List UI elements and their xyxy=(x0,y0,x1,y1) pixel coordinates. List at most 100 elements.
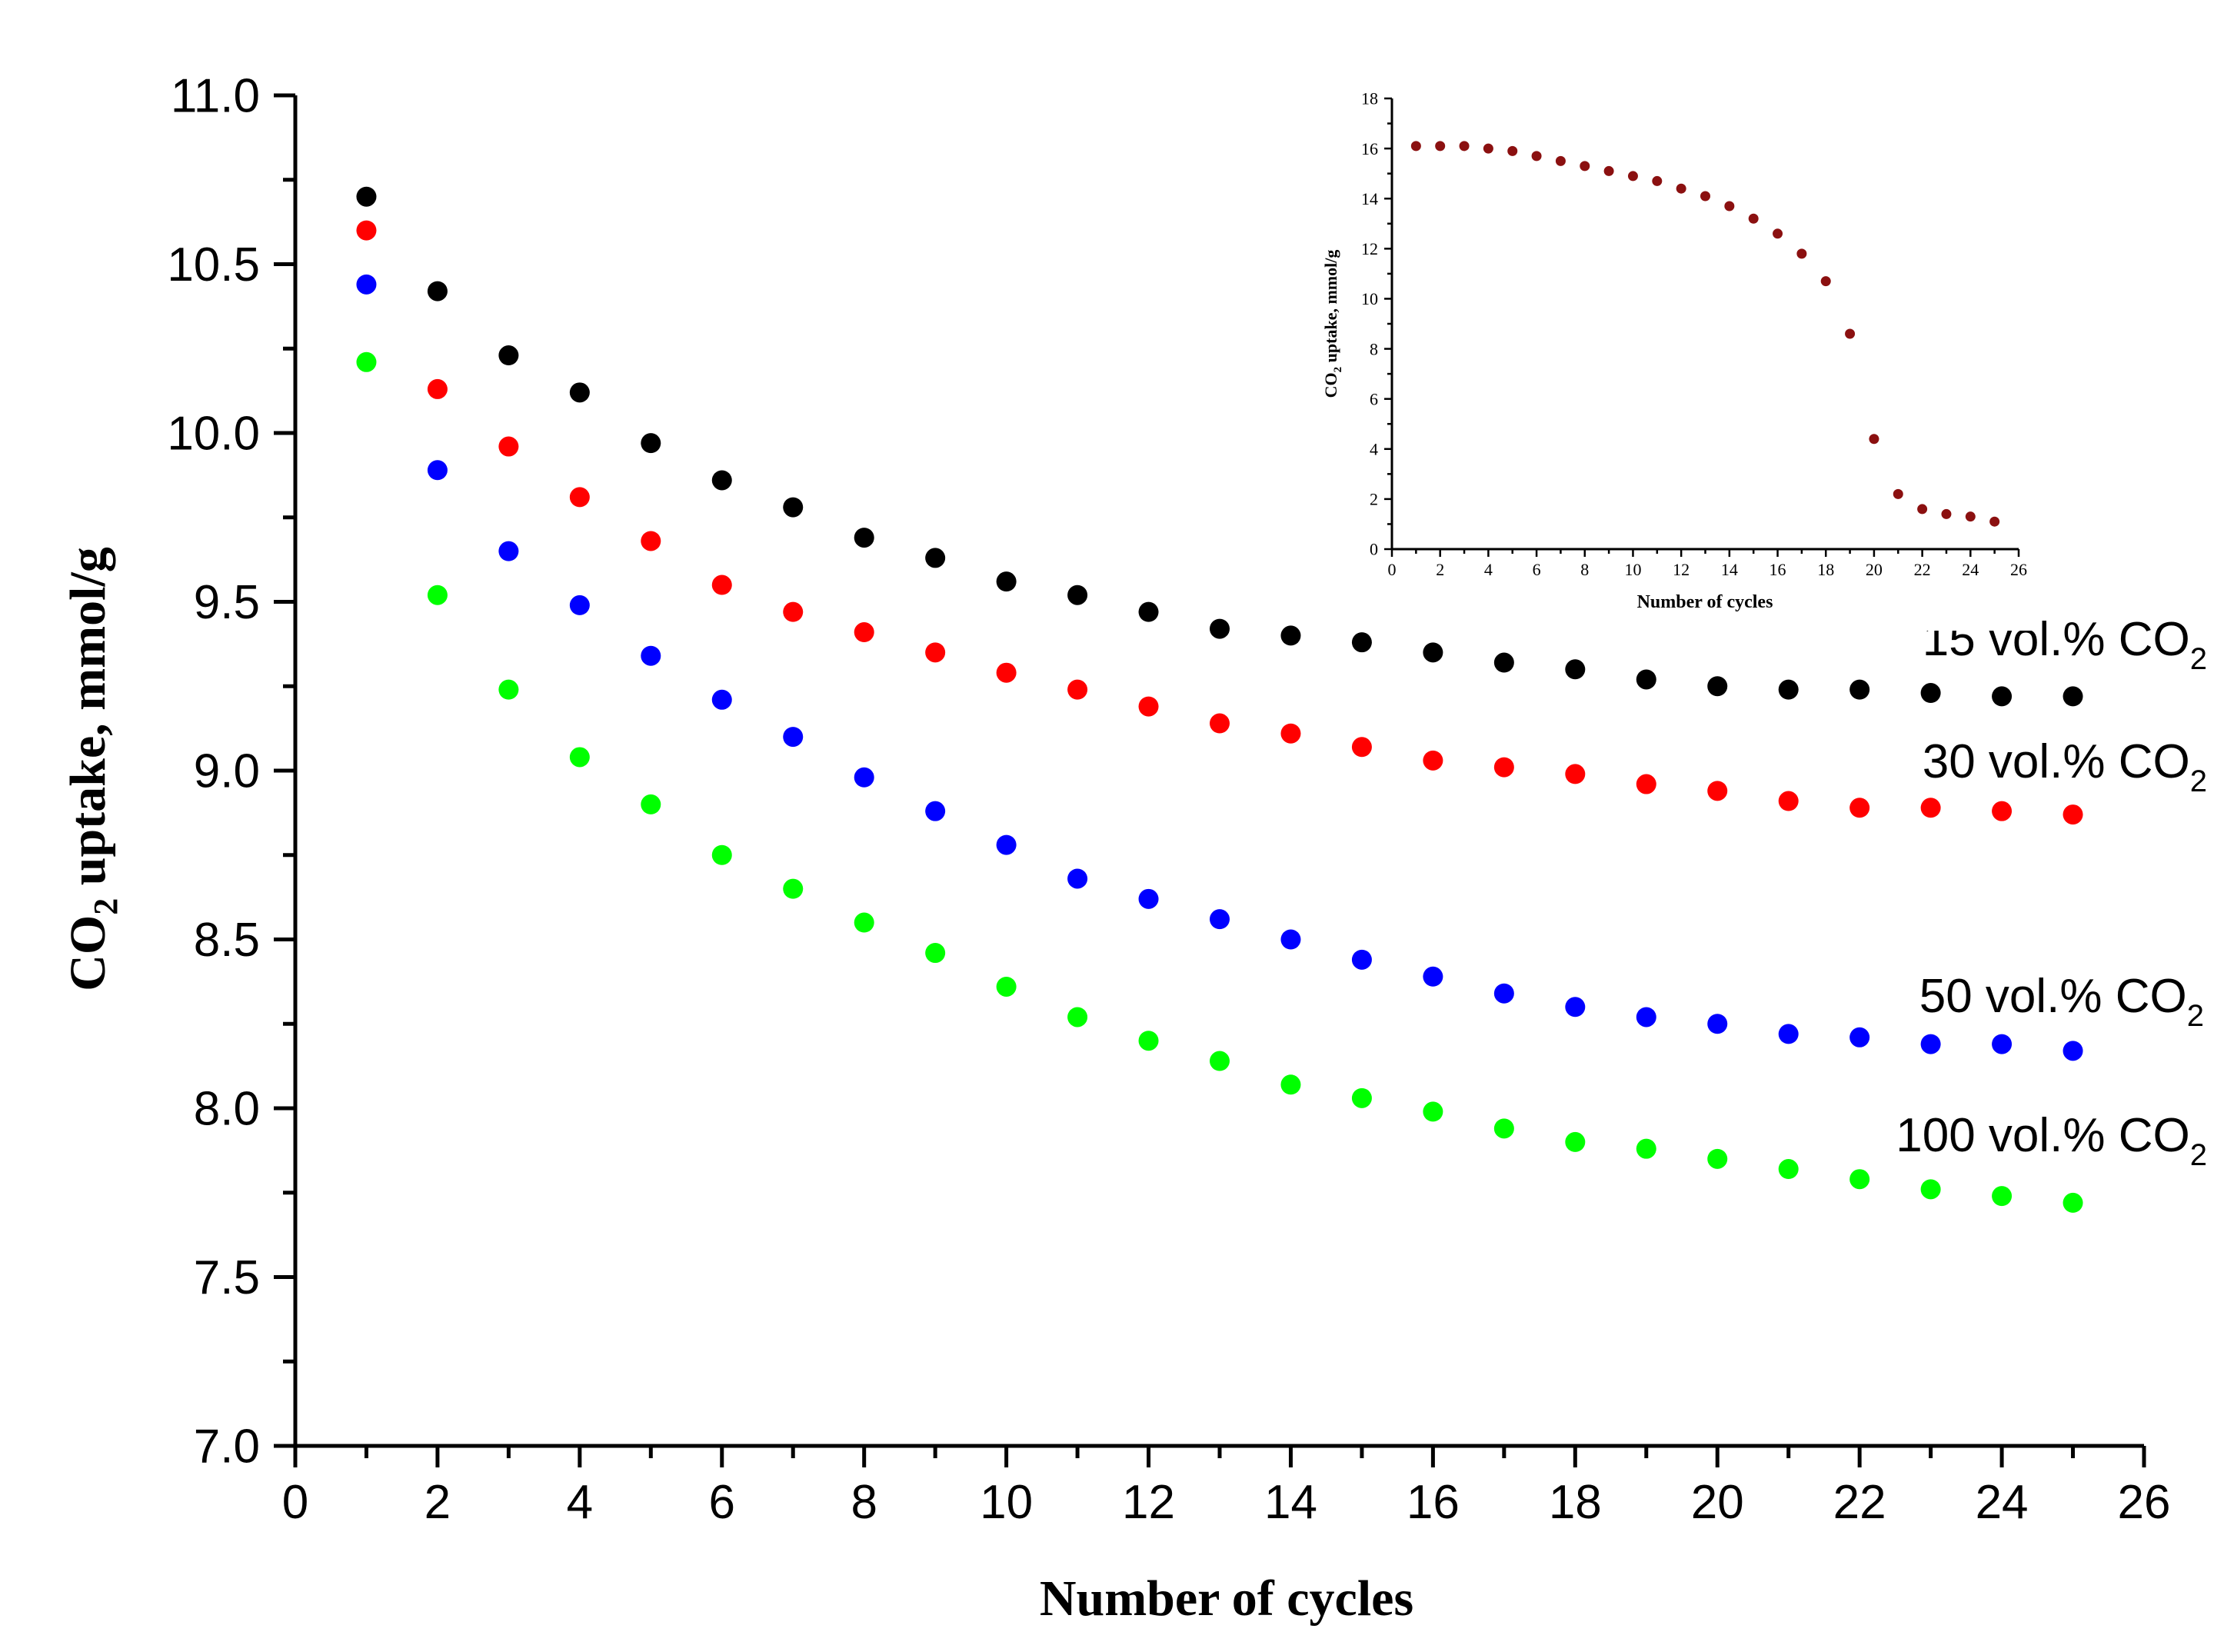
main-point-s0-c22 xyxy=(1849,679,1870,700)
main-point-s0-c10 xyxy=(996,571,1017,592)
inset-x-tick-label: 20 xyxy=(1866,560,1883,579)
main-point-s2-c20 xyxy=(1707,1014,1728,1034)
series-label-30-sub: 2 xyxy=(2190,764,2207,798)
inset-point-s0-c24 xyxy=(1965,511,1976,522)
inset-point-s0-c16 xyxy=(1773,228,1783,239)
inset-point-s0-c20 xyxy=(1869,434,1879,445)
main-x-axis-title: Number of cycles xyxy=(1040,1570,1413,1627)
main-x-tick-label: 16 xyxy=(1407,1476,1460,1529)
inset-background xyxy=(1307,77,2038,631)
main-point-s0-c9 xyxy=(925,548,946,568)
main-point-s3-c9 xyxy=(925,943,946,964)
inset-point-s0-c17 xyxy=(1796,248,1807,259)
main-x-tick-label: 4 xyxy=(567,1476,593,1529)
inset-y-tick-label: 16 xyxy=(1361,139,1378,158)
main-point-s0-c6 xyxy=(711,470,732,491)
main-x-tick-label: 14 xyxy=(1264,1476,1317,1529)
main-point-s1-c2 xyxy=(427,378,448,399)
main-y-axis-title-prefix: CO xyxy=(60,915,116,991)
main-x-tick-label: 0 xyxy=(282,1476,308,1529)
main-point-s0-c5 xyxy=(641,433,661,454)
main-point-s0-c19 xyxy=(1636,669,1656,690)
main-point-s0-c3 xyxy=(498,345,519,366)
main-x-tick-label: 2 xyxy=(424,1476,451,1529)
main-point-s3-c5 xyxy=(641,794,661,814)
main-x-tick-label: 6 xyxy=(709,1476,735,1529)
main-point-s1-c12 xyxy=(1138,696,1159,717)
main-point-s0-c21 xyxy=(1778,679,1799,700)
main-point-s3-c21 xyxy=(1778,1159,1799,1180)
inset-x-tick-label: 12 xyxy=(1673,560,1690,579)
inset-point-s0-c1 xyxy=(1410,141,1421,152)
main-point-s1-c21 xyxy=(1778,791,1799,811)
main-point-s2-c4 xyxy=(569,595,590,615)
inset-y-tick-label: 4 xyxy=(1370,439,1378,458)
main-point-s2-c6 xyxy=(711,689,732,710)
series-label-50-sub: 2 xyxy=(2187,999,2204,1033)
main-point-s0-c13 xyxy=(1210,618,1230,639)
main-point-s2-c23 xyxy=(1920,1034,1941,1054)
series-label-50: 50 vol.% CO2 xyxy=(1919,970,2204,1033)
series-label-100-sub: 2 xyxy=(2190,1138,2207,1172)
main-x-tick-label: 22 xyxy=(1833,1476,1886,1529)
main-x-tick-label: 20 xyxy=(1691,1476,1744,1529)
inset-point-s0-c21 xyxy=(1893,488,1903,499)
main-point-s0-c23 xyxy=(1920,683,1941,704)
main-x-tick-label: 26 xyxy=(2118,1476,2171,1529)
main-point-s2-c17 xyxy=(1493,983,1514,1004)
main-point-s3-c23 xyxy=(1920,1179,1941,1200)
main-y-tick-label: 9.0 xyxy=(194,745,260,798)
main-point-s2-c16 xyxy=(1423,966,1443,987)
main-point-s2-c7 xyxy=(783,727,804,748)
series-label-50-main: 50 vol.% CO xyxy=(1919,970,2187,1023)
inset-point-s0-c9 xyxy=(1603,165,1614,176)
main-point-s0-c7 xyxy=(783,497,804,518)
main-x-tick-label: 18 xyxy=(1549,1476,1602,1529)
main-point-s1-c19 xyxy=(1636,774,1656,794)
inset-point-s0-c14 xyxy=(1724,201,1735,211)
inset-point-s0-c10 xyxy=(1627,171,1638,182)
main-y-tick-label: 7.5 xyxy=(194,1251,260,1304)
main-y-tick-label: 7.0 xyxy=(194,1421,260,1474)
main-x-tick-label: 24 xyxy=(1976,1476,2029,1529)
main-point-s3-c20 xyxy=(1707,1148,1728,1169)
inset-x-tick-label: 6 xyxy=(1533,560,1541,579)
main-y-tick-label: 11.0 xyxy=(171,70,260,123)
inset-x-tick-label: 14 xyxy=(1721,560,1738,579)
main-point-s1-c3 xyxy=(498,436,519,457)
series-label-100: 100 vol.% CO2 xyxy=(1896,1109,2207,1172)
main-x-tick-label: 12 xyxy=(1122,1476,1175,1529)
main-point-s0-c12 xyxy=(1138,601,1159,622)
main-plot: 0 2 4 6 8 10 12 14 16 18 20 22 24 267.07.58.08.59.09.… xyxy=(167,70,2170,1529)
main-point-s3-c4 xyxy=(569,747,590,768)
main-x-tick-label: 8 xyxy=(851,1476,877,1529)
main-point-s0-c14 xyxy=(1280,625,1301,646)
main-point-s1-c8 xyxy=(854,622,874,643)
inset-point-s0-c22 xyxy=(1917,504,1928,515)
main-point-s3-c7 xyxy=(783,878,804,899)
main-point-s0-c2 xyxy=(427,281,448,301)
main-point-s0-c18 xyxy=(1565,659,1586,680)
main-point-s3-c25 xyxy=(2063,1192,2083,1213)
main-point-s0-c4 xyxy=(569,382,590,403)
inset-x-tick-label: 2 xyxy=(1436,560,1444,579)
main-point-s3-c10 xyxy=(996,976,1017,997)
main-point-s0-c17 xyxy=(1493,652,1514,673)
main-point-s1-c23 xyxy=(1920,798,1941,818)
main-point-s2-c11 xyxy=(1067,868,1088,889)
inset-x-axis-title: Number of cycles xyxy=(1637,592,1773,612)
main-point-s3-c17 xyxy=(1493,1118,1514,1139)
main-point-s3-c18 xyxy=(1565,1131,1586,1152)
main-point-s2-c19 xyxy=(1636,1007,1656,1028)
main-point-s2-c13 xyxy=(1210,909,1230,930)
inset-point-s0-c19 xyxy=(1845,328,1856,339)
main-point-s1-c22 xyxy=(1849,798,1870,818)
main-point-s1-c7 xyxy=(783,601,804,622)
main-point-s2-c5 xyxy=(641,645,661,666)
inset-x-tick-label: 24 xyxy=(1962,560,1979,579)
main-point-s1-c25 xyxy=(2063,804,2083,825)
main-point-s2-c9 xyxy=(925,801,946,821)
inset-y-tick-label: 0 xyxy=(1370,540,1378,559)
inset-x-tick-label: 26 xyxy=(2010,560,2027,579)
